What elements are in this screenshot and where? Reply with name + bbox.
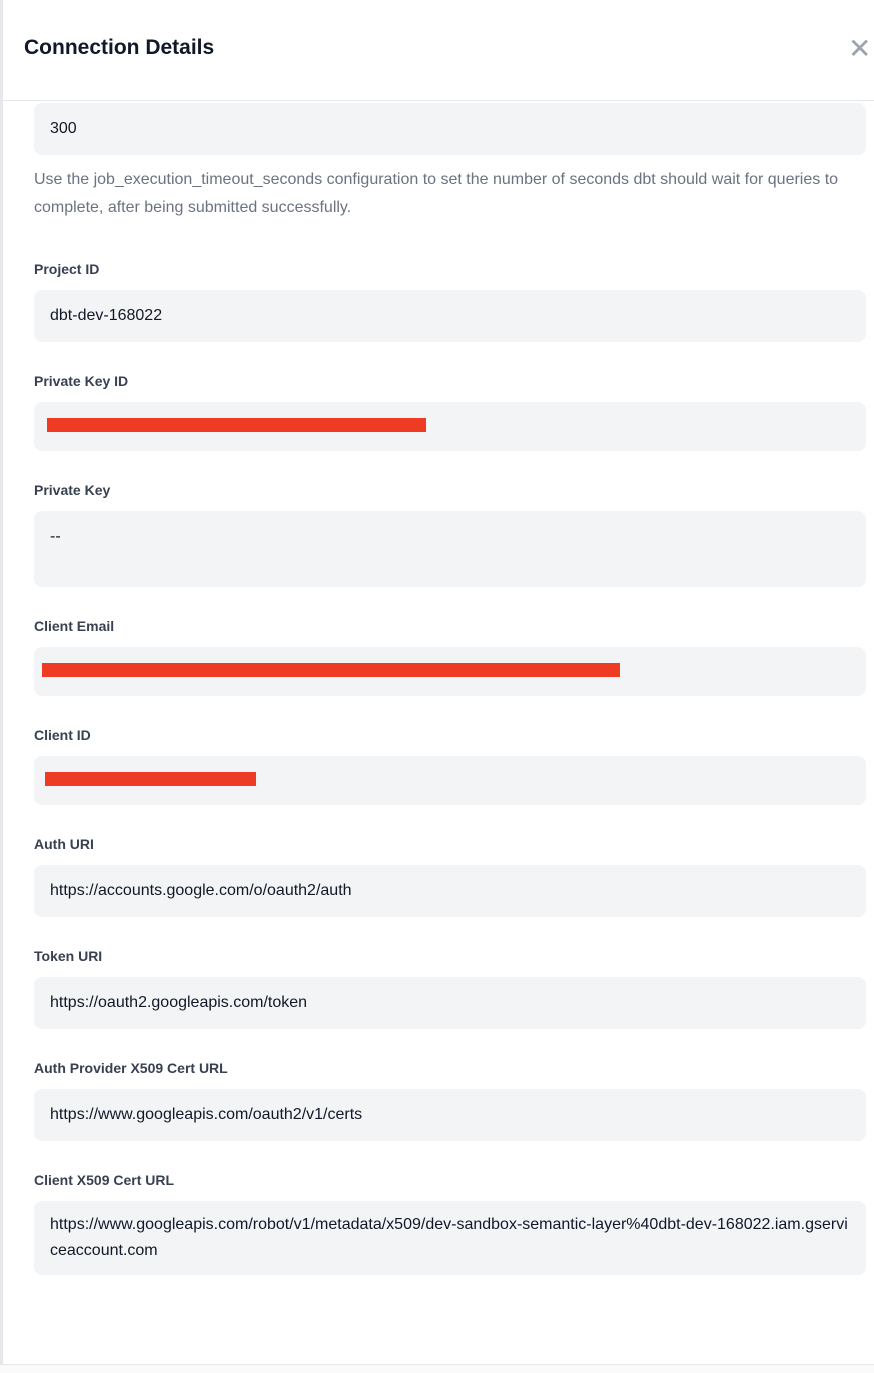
panel-header: Connection Details ✕ [3, 0, 874, 101]
redaction-bar [47, 418, 426, 432]
private-key-field[interactable]: -- [34, 511, 866, 587]
client-id-field[interactable] [34, 756, 866, 805]
field-client-id: Client ID [34, 725, 866, 805]
auth-provider-cert-url-field[interactable]: https://www.googleapis.com/oauth2/v1/cer… [34, 1089, 866, 1141]
page-title: Connection Details [24, 36, 215, 59]
field-private-key-id: Private Key ID [34, 371, 866, 451]
field-label: Private Key ID [34, 373, 129, 389]
timeout-help-text: Use the job_execution_timeout_seconds co… [34, 171, 839, 216]
field-label: Client Email [34, 618, 115, 634]
field-private-key: Private Key -- [34, 480, 866, 587]
auth-uri-field[interactable]: https://accounts.google.com/o/oauth2/aut… [34, 865, 866, 917]
client-email-field[interactable] [34, 647, 866, 696]
field-label: Private Key [34, 482, 111, 498]
redaction-bar [45, 772, 256, 786]
field-auth-provider-cert-url: Auth Provider X509 Cert URL https://www.… [34, 1058, 866, 1141]
field-token-uri: Token URI https://oauth2.googleapis.com/… [34, 946, 866, 1029]
timeout-field[interactable]: 300 [34, 103, 866, 155]
connection-form: 300 Use the job_execution_timeout_second… [34, 103, 866, 1275]
private-key-id-field[interactable] [34, 402, 866, 451]
field-label: Auth URI [34, 836, 94, 852]
token-uri-field[interactable]: https://oauth2.googleapis.com/token [34, 977, 866, 1029]
field-auth-uri: Auth URI https://accounts.google.com/o/o… [34, 834, 866, 917]
field-label: Auth Provider X509 Cert URL [34, 1060, 228, 1076]
field-label: Token URI [34, 948, 103, 964]
redaction-bar [42, 663, 620, 677]
panel-edge [0, 0, 3, 1372]
field-client-email: Client Email [34, 616, 866, 696]
project-id-field[interactable]: dbt-dev-168022 [34, 290, 866, 342]
field-label: Project ID [34, 261, 100, 277]
field-project-id: Project ID dbt-dev-168022 [34, 259, 866, 342]
client-cert-url-field[interactable]: https://www.googleapis.com/robot/v1/meta… [34, 1201, 866, 1275]
panel-footer-edge [0, 1364, 874, 1373]
field-client-cert-url: Client X509 Cert URL https://www.googlea… [34, 1170, 866, 1275]
close-icon[interactable]: ✕ [848, 33, 872, 64]
field-label: Client X509 Cert URL [34, 1172, 175, 1188]
field-label: Client ID [34, 727, 91, 743]
